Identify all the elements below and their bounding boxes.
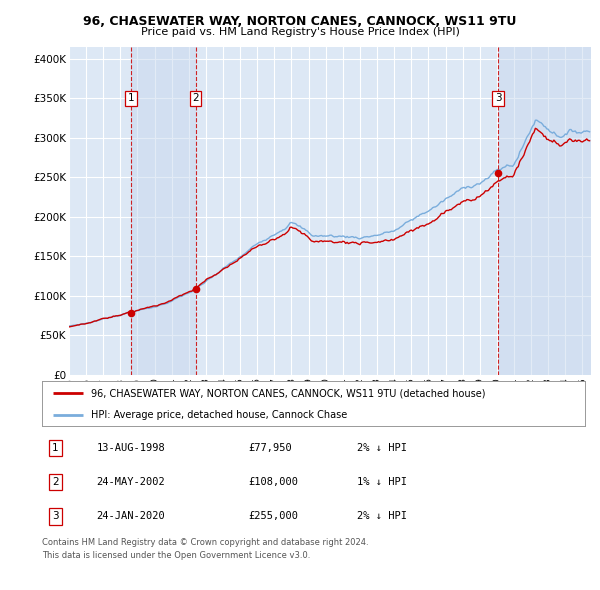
Text: 2% ↓ HPI: 2% ↓ HPI <box>357 443 407 453</box>
Text: £77,950: £77,950 <box>248 443 292 453</box>
Text: 1: 1 <box>52 443 59 453</box>
Bar <box>131 47 196 375</box>
Text: 3: 3 <box>495 93 502 103</box>
Text: 24-MAY-2002: 24-MAY-2002 <box>97 477 165 487</box>
Bar <box>498 47 591 375</box>
Text: 1: 1 <box>128 93 134 103</box>
Text: 96, CHASEWATER WAY, NORTON CANES, CANNOCK, WS11 9TU (detached house): 96, CHASEWATER WAY, NORTON CANES, CANNOC… <box>91 388 485 398</box>
Text: 13-AUG-1998: 13-AUG-1998 <box>97 443 165 453</box>
Text: Price paid vs. HM Land Registry's House Price Index (HPI): Price paid vs. HM Land Registry's House … <box>140 27 460 37</box>
Text: £255,000: £255,000 <box>248 512 298 522</box>
Text: 96, CHASEWATER WAY, NORTON CANES, CANNOCK, WS11 9TU: 96, CHASEWATER WAY, NORTON CANES, CANNOC… <box>83 15 517 28</box>
Text: 3: 3 <box>52 512 59 522</box>
Text: 2% ↓ HPI: 2% ↓ HPI <box>357 512 407 522</box>
Text: Contains HM Land Registry data © Crown copyright and database right 2024.
This d: Contains HM Land Registry data © Crown c… <box>42 538 368 559</box>
Text: 2: 2 <box>192 93 199 103</box>
Text: 24-JAN-2020: 24-JAN-2020 <box>97 512 165 522</box>
Text: 2: 2 <box>52 477 59 487</box>
Text: 1% ↓ HPI: 1% ↓ HPI <box>357 477 407 487</box>
Text: £108,000: £108,000 <box>248 477 298 487</box>
Text: HPI: Average price, detached house, Cannock Chase: HPI: Average price, detached house, Cann… <box>91 409 347 419</box>
